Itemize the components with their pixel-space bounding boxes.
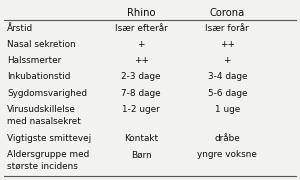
Text: Især efterår: Især efterår — [115, 24, 167, 33]
Text: 1 uge: 1 uge — [215, 105, 240, 114]
Text: Halssmerter: Halssmerter — [7, 56, 62, 65]
Text: ++: ++ — [220, 40, 235, 49]
Text: Børn: Børn — [131, 150, 152, 159]
Text: Inkubationstid: Inkubationstid — [7, 73, 71, 82]
Text: +: + — [137, 40, 145, 49]
Text: Sygdomsvarighed: Sygdomsvarighed — [7, 89, 87, 98]
Text: Aldersgruppe med
største incidens: Aldersgruppe med største incidens — [7, 150, 90, 171]
Text: 7-8 dage: 7-8 dage — [121, 89, 161, 98]
Text: ++: ++ — [134, 56, 148, 65]
Text: 2-3 dage: 2-3 dage — [121, 73, 161, 82]
Text: Kontakt: Kontakt — [124, 134, 158, 143]
Text: Corona: Corona — [210, 8, 245, 19]
Text: Vigtigste smittevej: Vigtigste smittevej — [7, 134, 92, 143]
Text: Rhino: Rhino — [127, 8, 155, 19]
Text: 3-4 dage: 3-4 dage — [208, 73, 247, 82]
Text: +: + — [224, 56, 231, 65]
Text: 5-6 dage: 5-6 dage — [208, 89, 247, 98]
Text: yngre voksne: yngre voksne — [197, 150, 257, 159]
Text: 1-2 uger: 1-2 uger — [122, 105, 160, 114]
Text: Årstid: Årstid — [7, 24, 34, 33]
Text: Nasal sekretion: Nasal sekretion — [7, 40, 76, 49]
Text: dråbe: dråbe — [214, 134, 240, 143]
Text: Især forår: Især forår — [206, 24, 249, 33]
Text: Virusudskillelse
med nasalsekret: Virusudskillelse med nasalsekret — [7, 105, 81, 125]
